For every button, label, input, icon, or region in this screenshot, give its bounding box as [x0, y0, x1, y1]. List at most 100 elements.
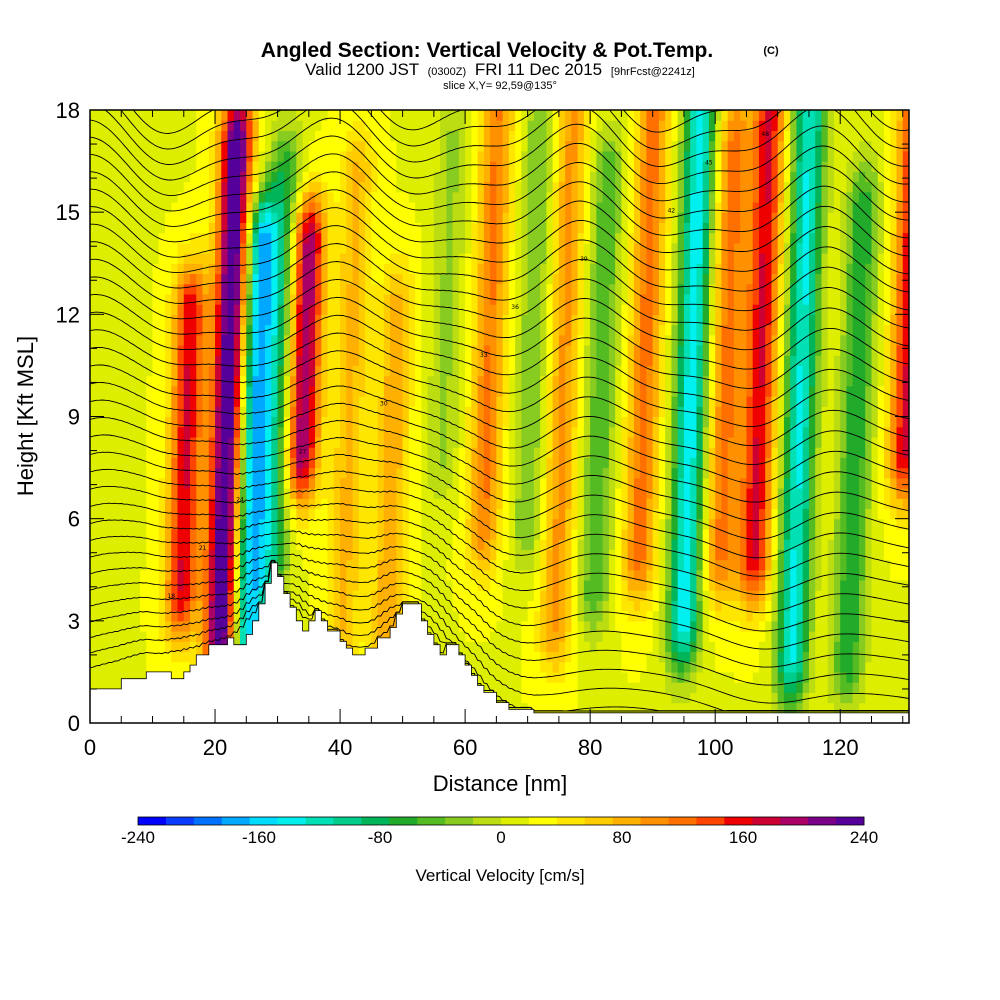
field-cell: [333, 406, 341, 418]
field-cell: [583, 181, 591, 193]
field-cell: [365, 436, 372, 448]
field-cell: [471, 181, 479, 193]
field-cell: [502, 171, 510, 183]
field-cell: [390, 253, 397, 264]
field-cell: [327, 150, 335, 162]
field-cell: [571, 682, 579, 693]
field-cell: [552, 355, 560, 367]
field-cell: [190, 242, 197, 254]
field-cell: [346, 569, 354, 581]
field-cell: [458, 436, 466, 448]
field-cell: [171, 120, 179, 132]
field-cell: [227, 549, 235, 561]
field-cell: [433, 631, 441, 642]
field-cell: [171, 344, 179, 356]
field-cell: [483, 436, 491, 448]
field-cell: [271, 201, 279, 213]
field-cell: [408, 273, 416, 285]
field-cell: [352, 140, 360, 152]
field-cell: [233, 498, 241, 510]
field-cell: [458, 201, 466, 213]
field-cell: [377, 488, 385, 499]
field-cell: [496, 212, 504, 223]
field-cell: [252, 508, 260, 520]
field-cell: [246, 201, 254, 213]
field-cell: [177, 477, 185, 489]
field-cell: [483, 212, 491, 223]
field-cell: [133, 334, 141, 346]
field-cell: [190, 253, 197, 264]
field-cell: [596, 569, 604, 581]
field-cell: [221, 314, 229, 326]
field-cell: [202, 120, 210, 132]
field-cell: [252, 447, 260, 458]
field-cell: [152, 436, 160, 448]
field-cell: [577, 385, 585, 397]
field-cell: [252, 110, 260, 121]
field-cell: [183, 232, 191, 244]
field-cell: [577, 222, 585, 234]
field-cell: [402, 590, 410, 601]
field-cell: [183, 191, 191, 203]
field-cell: [583, 467, 591, 479]
field-cell: [258, 324, 266, 336]
field-cell: [402, 161, 410, 172]
field-cell: [427, 528, 435, 540]
field-cell: [333, 222, 341, 234]
field-cell: [452, 406, 460, 418]
field-cell: [121, 426, 129, 438]
field-cell: [127, 222, 135, 234]
field-cell: [390, 406, 397, 418]
field-cell: [290, 590, 297, 601]
field-cell: [277, 314, 285, 326]
field-cell: [333, 324, 341, 336]
field-cell: [590, 416, 597, 428]
field-cell: [552, 293, 560, 305]
field-cell: [596, 232, 604, 244]
field-cell: [521, 508, 529, 520]
field-cell: [583, 304, 591, 315]
field-cell: [108, 610, 116, 622]
field-cell: [452, 201, 460, 213]
field-cell: [96, 365, 104, 377]
field-cell: [527, 426, 535, 438]
field-cell: [508, 385, 516, 397]
field-cell: [490, 222, 497, 234]
field-cell: [440, 528, 447, 540]
field-cell: [377, 191, 385, 203]
field-cell: [171, 232, 179, 244]
field-cell: [390, 232, 397, 244]
field-cell: [177, 283, 185, 295]
field-cell: [590, 273, 597, 285]
field-cell: [402, 477, 410, 489]
field-cell: [440, 283, 447, 295]
field-cell: [208, 355, 216, 367]
field-cell: [508, 171, 516, 183]
field-cell: [290, 416, 297, 428]
field-cell: [477, 518, 485, 530]
field-cell: [308, 334, 316, 346]
field-cell: [115, 549, 122, 561]
field-cell: [577, 610, 585, 622]
field-cell: [108, 416, 116, 428]
field-cell: [596, 508, 604, 520]
field-cell: [283, 334, 291, 346]
field-cell: [465, 253, 472, 264]
field-cell: [496, 304, 504, 315]
field-cell: [102, 559, 110, 571]
field-cell: [371, 161, 379, 172]
field-cell: [471, 201, 479, 213]
field-cell: [208, 201, 216, 213]
field-cell: [121, 477, 129, 489]
field-cell: [552, 651, 560, 663]
field-cell: [490, 161, 497, 172]
field-cell: [552, 191, 560, 203]
field-cell: [458, 171, 466, 183]
field-cell: [358, 273, 366, 285]
field-cell: [565, 293, 572, 305]
field-cell: [608, 620, 616, 632]
field-cell: [227, 447, 235, 458]
field-cell: [452, 253, 460, 264]
field-cell: [352, 232, 360, 244]
field-cell: [583, 620, 591, 632]
